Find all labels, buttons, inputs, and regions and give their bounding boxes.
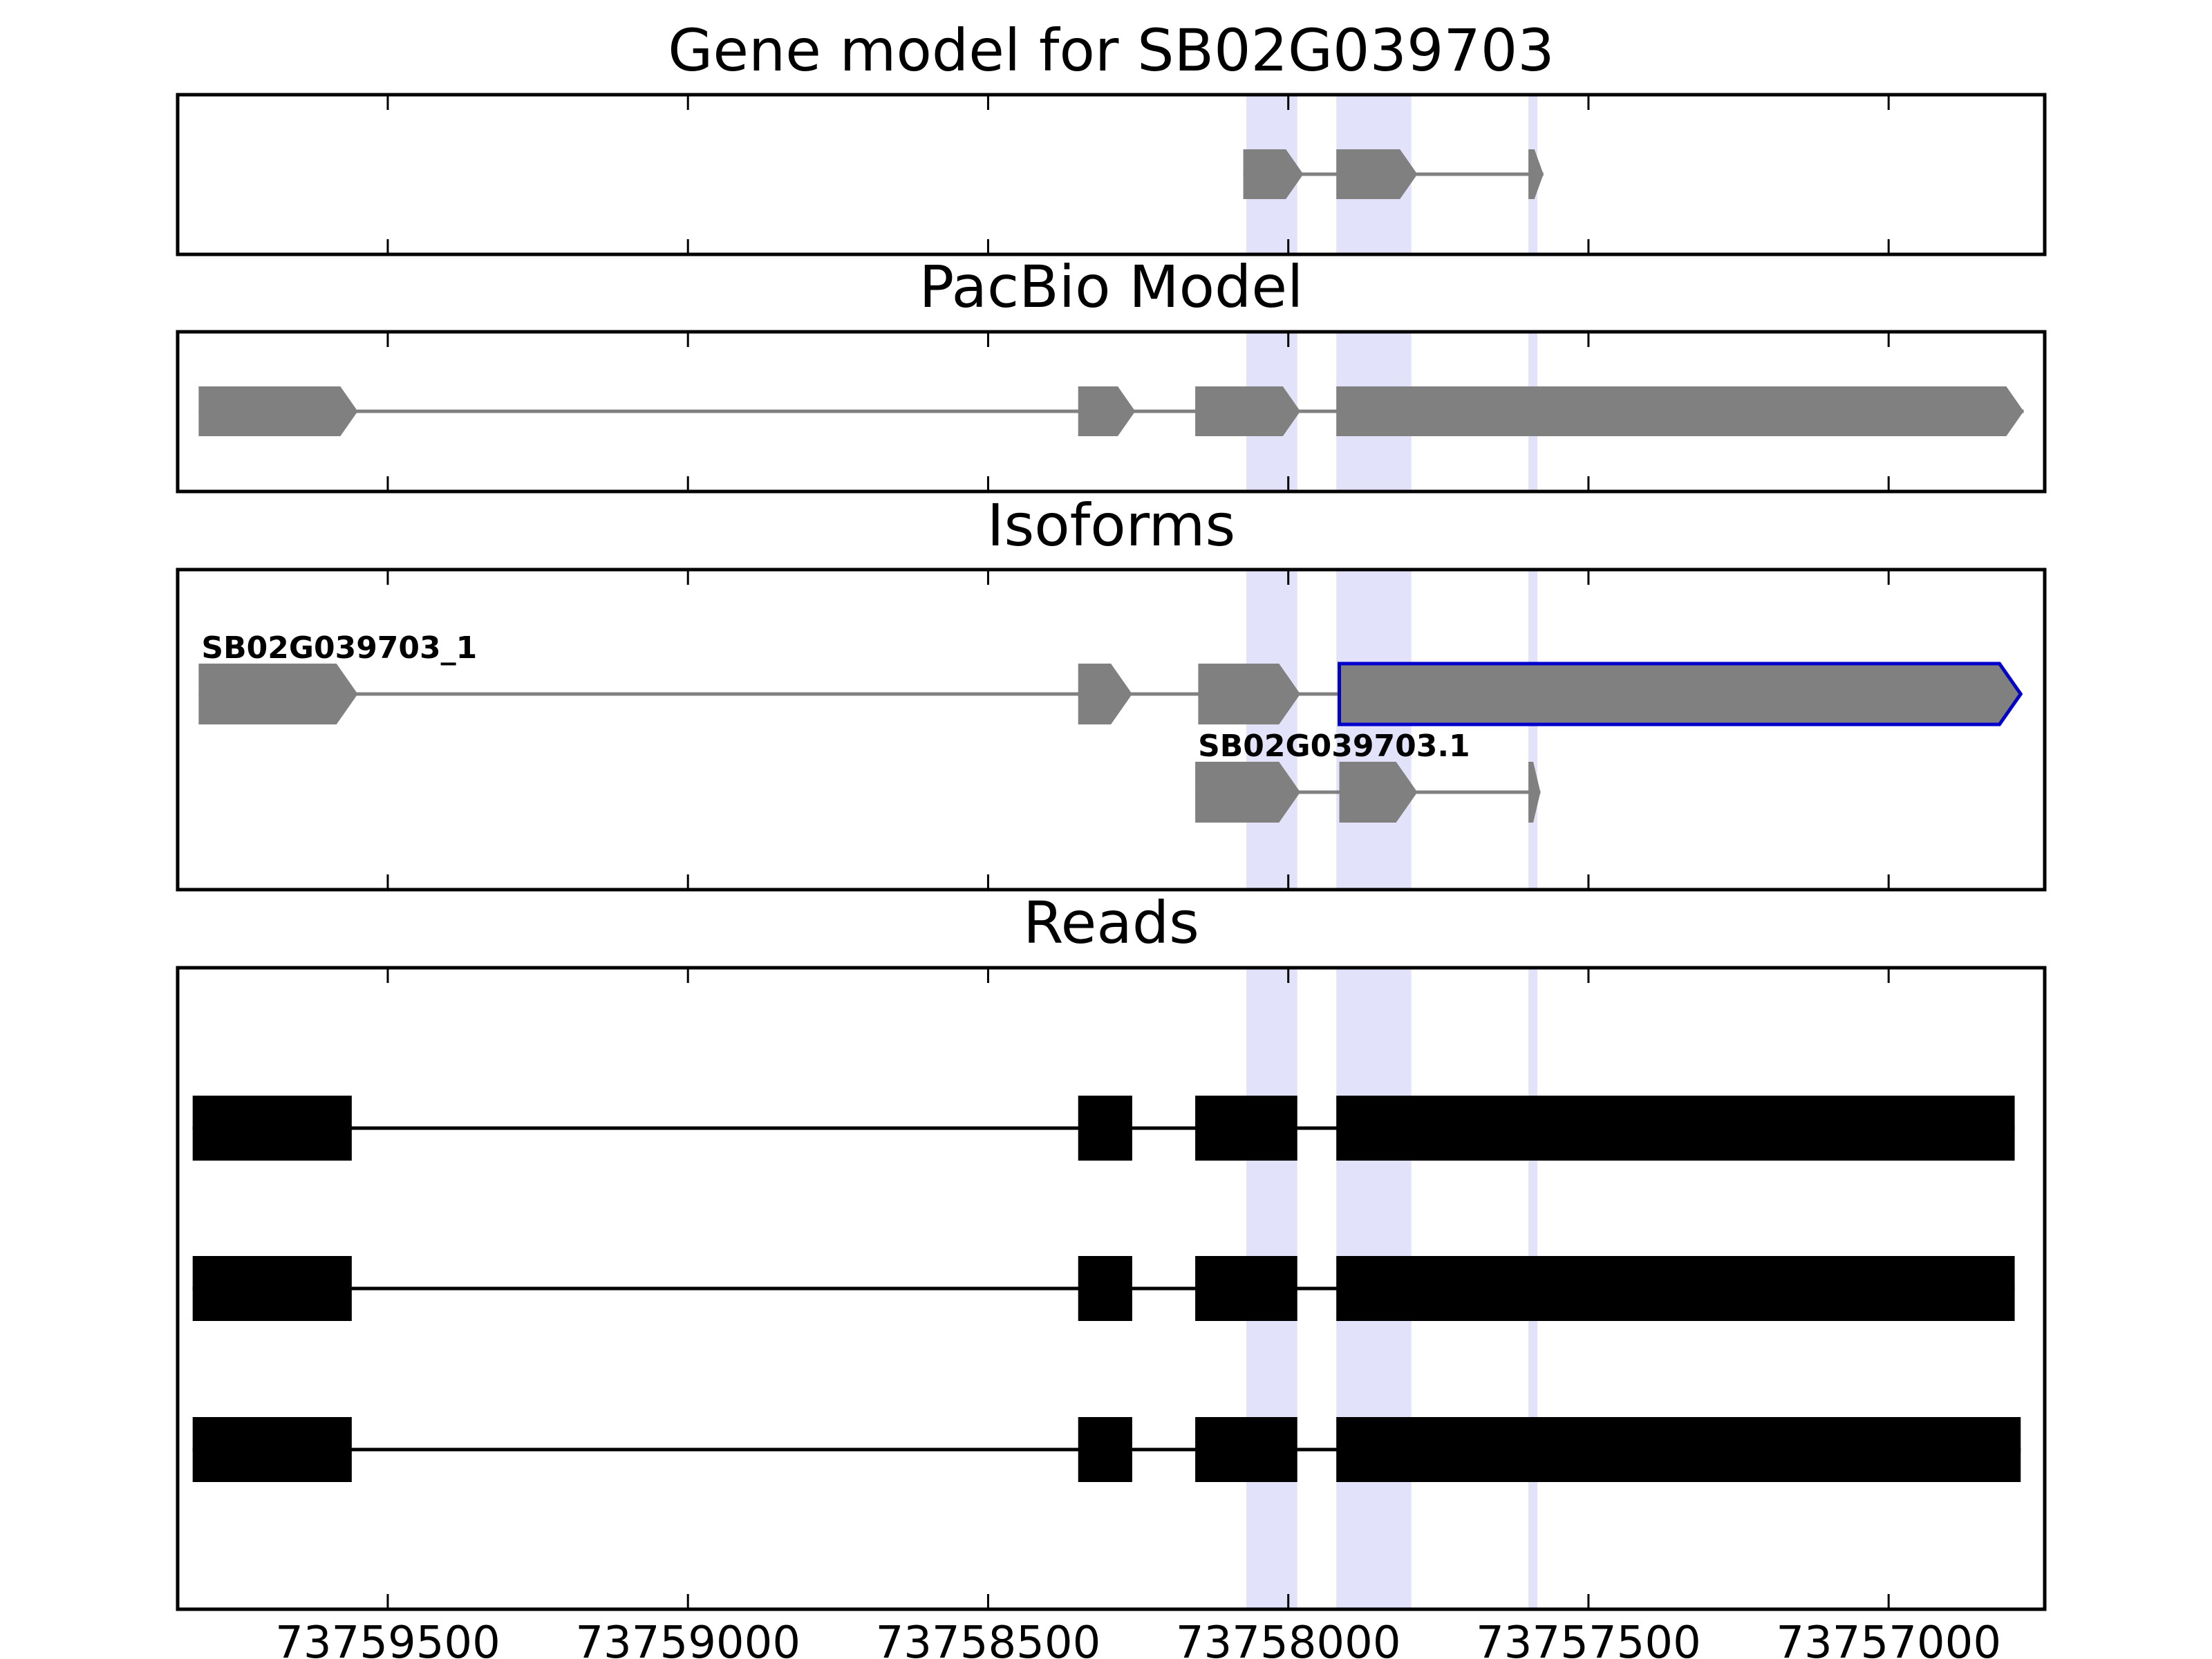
panel-frame [176,966,2047,1611]
panels: Gene model for SB02G039703 PacBio Model Is… [192,17,2024,1482]
exon [1528,149,1544,199]
exon [1243,149,1304,199]
read-track [192,1096,2015,1161]
gene-model-panel: Gene model for SB02G039703 [668,17,1555,199]
transcript-track: SB02G039703_1 [198,630,2023,727]
read-block [1336,1256,2015,1321]
read-block [1336,1417,2021,1482]
exon [1338,662,2023,727]
transcript-track [1243,149,1544,199]
reads-panel: Reads [192,889,2021,1482]
exon [1078,664,1132,724]
read-block [1078,1096,1132,1161]
exon [1336,386,2024,436]
transcript-track: SB02G039703.1 [1195,729,1541,823]
highlight-regions [1246,95,1538,1609]
pacbio-model-panel: PacBio Model [198,253,2024,436]
panel-frames [176,93,2047,1611]
read-block [1195,1256,1297,1321]
read-block [192,1417,352,1482]
panel-frame [176,568,2047,892]
read-block [192,1096,352,1161]
panel-title: Isoforms [987,491,1236,559]
x-tick-label: 73759000 [575,1618,800,1659]
read-block [192,1256,352,1321]
exon [198,664,358,724]
transcript-track [198,386,2024,436]
isoforms-panel: Isoforms SB02G039703_1 SB02G039703.1 [198,491,2023,823]
panel-title: PacBio Model [919,253,1304,321]
read-block [1336,1096,2015,1161]
panel-title: Gene model for SB02G039703 [668,17,1554,84]
highlight-band [1528,570,1538,890]
panel-frame [176,330,2047,494]
read-track [192,1417,2021,1482]
panel-frame [176,93,2047,256]
read-block [1195,1096,1297,1161]
exon [1528,762,1541,823]
x-tick-label: 73757000 [1776,1618,2001,1659]
highlight-band [1336,570,1412,890]
exon [1195,386,1301,436]
isoform-label: SB02G039703.1 [1198,729,1470,764]
panel-title: Reads [1023,889,1199,957]
highlight-band [1246,570,1297,890]
read-block [1078,1256,1132,1321]
exon [1336,149,1418,199]
x-tick-label: 73758500 [876,1618,1101,1659]
read-block [1078,1417,1132,1482]
exon [1078,386,1136,436]
isoform-label: SB02G039703_1 [201,630,477,666]
exon [1198,664,1301,724]
x-tick-label: 73759500 [275,1618,500,1659]
read-track [192,1256,2015,1321]
exon [1195,762,1301,823]
exon [198,386,358,436]
x-tick-label: 73758000 [1176,1618,1401,1659]
x-axis: 73759500 73759000 73758500 73758000 73757500… [275,1618,2001,1659]
exon [1339,762,1418,823]
x-tick-label: 73757500 [1476,1618,1701,1659]
read-block [1195,1417,1297,1482]
